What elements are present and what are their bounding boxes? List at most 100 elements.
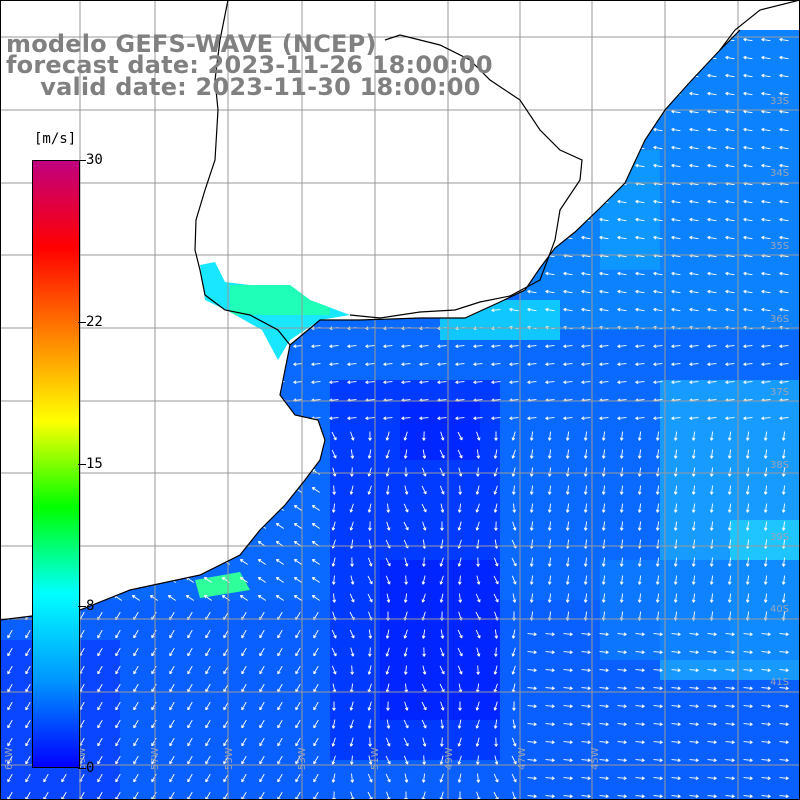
wind-arrow: [239, 272, 249, 277]
wind-arrow: [422, 737, 427, 747]
wind-arrow: [637, 431, 642, 441]
wind-arrow: [401, 128, 411, 133]
wind-arrow: [512, 593, 517, 603]
wind-arrow: [293, 505, 302, 511]
wind-arrow: [547, 557, 552, 567]
wind-arrow: [761, 145, 771, 150]
wind-arrow: [671, 163, 681, 168]
wind-arrow: [491, 218, 501, 223]
wind-arrow: [275, 416, 285, 421]
wind-arrow: [473, 200, 483, 205]
wind-arrow: [545, 145, 555, 150]
wind-arrow: [311, 559, 320, 565]
wind-arrow: [527, 794, 537, 799]
wind-arrow: [275, 272, 285, 277]
wind-arrow: [779, 704, 789, 709]
longitude-label: 57W: [150, 747, 161, 770]
wind-arrow: [203, 433, 212, 439]
wind-arrow: [115, 755, 121, 765]
wind-arrow: [547, 431, 552, 441]
wind-arrow: [311, 433, 320, 439]
wind-arrow: [635, 271, 645, 276]
wind-arrow: [257, 433, 266, 439]
wind-arrow: [257, 577, 266, 583]
wind-arrow: [422, 449, 427, 459]
wind-arrow: [97, 755, 103, 765]
wind-arrow: [349, 521, 354, 531]
wind-arrow: [185, 380, 195, 385]
wind-arrow: [635, 235, 645, 240]
wind-arrow: [113, 218, 123, 223]
wind-arrow: [653, 217, 663, 222]
wind-arrow: [187, 665, 193, 675]
wind-arrow: [133, 629, 139, 639]
wind-arrow: [617, 758, 627, 763]
wind-arrow: [509, 362, 519, 367]
wind-arrow: [241, 719, 247, 729]
wind-arrow: [295, 737, 301, 747]
wind-arrow: [617, 163, 627, 168]
wind-arrow: [167, 200, 177, 205]
wind-arrow: [476, 647, 481, 657]
wind-arrow: [422, 647, 426, 657]
wind-arrow: [475, 521, 480, 531]
wind-arrow: [23, 146, 33, 151]
wind-arrow: [691, 467, 696, 477]
wind-arrow: [781, 575, 786, 585]
wind-arrow: [203, 487, 212, 493]
wind-arrow: [5, 200, 15, 205]
wind-arrow: [293, 272, 303, 277]
wind-arrow: [707, 73, 717, 78]
wind-arrow: [385, 665, 390, 675]
wind-arrow: [545, 794, 555, 799]
wind-arrow: [185, 559, 194, 565]
wind-arrow: [707, 307, 717, 312]
wind-arrow: [221, 110, 231, 115]
wind-arrow: [385, 431, 390, 441]
wind-arrow: [671, 199, 681, 204]
wind-arrow: [494, 629, 499, 639]
wind-arrow: [367, 557, 373, 567]
wind-arrow: [149, 272, 159, 277]
wind-arrow: [185, 272, 195, 277]
wind-arrow: [761, 668, 771, 673]
wind-arrow: [689, 37, 699, 42]
wind-arrow: [619, 467, 624, 477]
wind-arrow: [385, 629, 390, 639]
wind-arrow: [653, 235, 663, 240]
wind-arrow: [169, 647, 175, 657]
wind-arrow: [385, 557, 391, 567]
wind-arrow: [151, 773, 157, 783]
wind-arrow: [401, 110, 411, 115]
wind-arrow: [581, 380, 591, 385]
wind-arrow: [494, 521, 498, 531]
wind-arrow: [347, 380, 357, 385]
wind-arrow: [565, 431, 570, 441]
wind-arrow: [115, 647, 121, 657]
wind-arrow: [527, 776, 537, 781]
wind-arrow: [385, 773, 391, 783]
wind-arrow: [547, 575, 552, 585]
wind-arrow: [5, 380, 15, 385]
wind-arrow: [257, 505, 266, 511]
wind-arrow: [779, 758, 789, 763]
wind-arrow: [221, 344, 231, 349]
wind-arrow: [437, 362, 447, 367]
wind-arrow: [349, 701, 354, 711]
wind-arrow: [743, 289, 753, 294]
wind-arrow: [691, 503, 696, 513]
wind-arrow: [725, 794, 735, 799]
wind-arrow: [725, 55, 735, 60]
wind-arrow: [689, 380, 699, 385]
wind-arrow: [635, 37, 645, 42]
colorbar-tick-label: 15: [86, 456, 103, 472]
wind-arrow: [383, 290, 393, 295]
wind-arrow: [527, 145, 537, 150]
wind-arrow: [581, 776, 591, 781]
wind-arrow: [167, 559, 176, 565]
wind-arrow: [295, 629, 301, 639]
wind-arrow: [331, 503, 336, 513]
wind-arrow: [368, 755, 373, 765]
wind-arrow: [419, 416, 429, 421]
wind-arrow: [583, 431, 588, 441]
